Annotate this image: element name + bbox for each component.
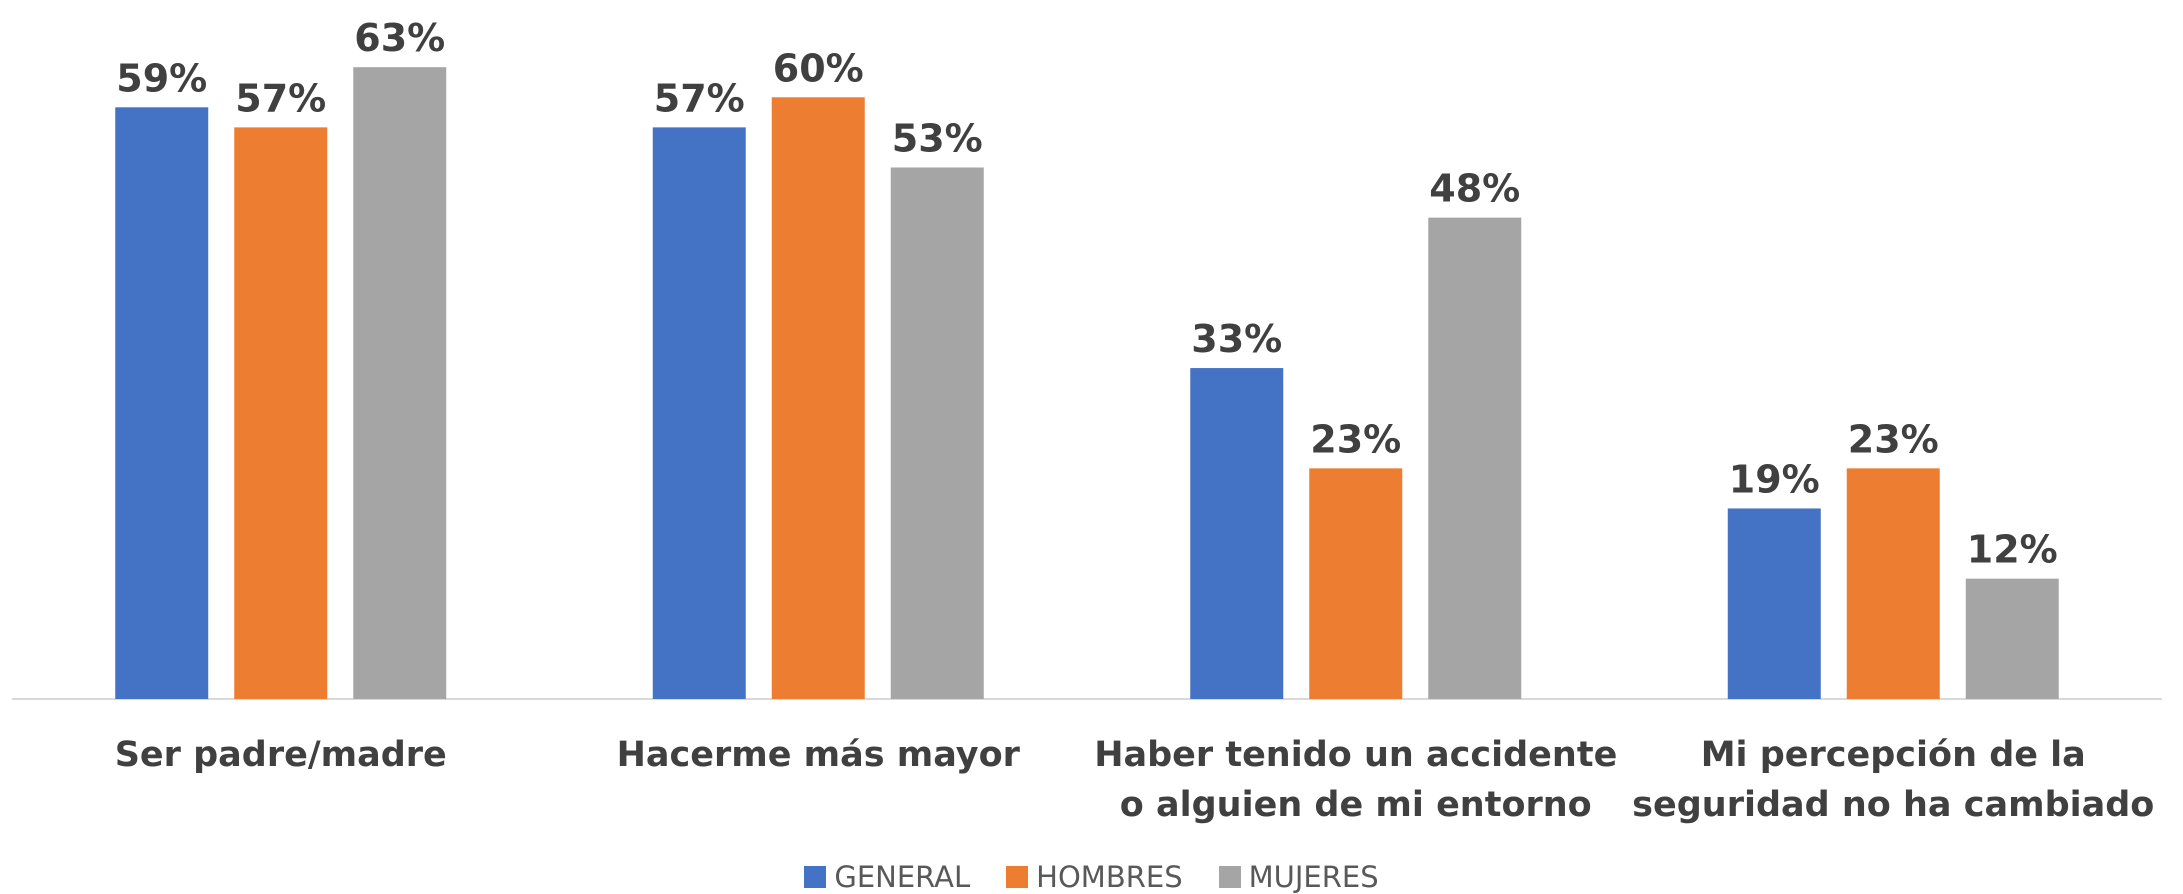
data-label: 12% xyxy=(1967,528,2058,572)
bar xyxy=(1727,508,1821,699)
bar xyxy=(890,167,984,699)
legend-item: MUJERES xyxy=(1218,860,1379,894)
data-label: 63% xyxy=(354,16,445,60)
data-label: 60% xyxy=(773,46,864,90)
data-label: 48% xyxy=(1429,167,1520,211)
legend-swatch xyxy=(1006,866,1029,888)
bar xyxy=(234,127,328,699)
data-label: 53% xyxy=(892,116,983,160)
legend-label: MUJERES xyxy=(1248,860,1379,894)
bar xyxy=(1428,217,1522,699)
data-label: 33% xyxy=(1191,317,1282,361)
bar xyxy=(771,97,865,700)
x-tick-label: Mi percepción de la seguridad no ha camb… xyxy=(1632,735,2155,825)
data-label: 59% xyxy=(116,56,207,100)
data-label: 23% xyxy=(1848,417,1939,461)
legend-item: HOMBRES xyxy=(1006,860,1183,894)
bar xyxy=(652,127,746,699)
legend-label: HOMBRES xyxy=(1036,860,1183,894)
data-label: 57% xyxy=(654,76,745,120)
bar xyxy=(1965,578,2059,699)
legend-swatch xyxy=(1218,866,1241,888)
bar xyxy=(353,67,447,699)
bar xyxy=(1309,468,1403,699)
data-label: 23% xyxy=(1310,417,1401,461)
legend: GENERAL HOMBRES MUJERES xyxy=(0,860,2183,894)
legend-label: GENERAL xyxy=(834,860,971,894)
x-tick-label: Hacerme más mayor xyxy=(616,735,1020,775)
bar xyxy=(1846,468,1940,699)
x-tick-label: Haber tenido un accidente o alguien de m… xyxy=(1094,735,1618,825)
x-tick-label: Ser padre/madre xyxy=(114,735,447,775)
legend-item: GENERAL xyxy=(804,860,970,894)
bar xyxy=(1190,368,1284,699)
bar xyxy=(115,107,209,700)
legend-swatch xyxy=(804,866,827,888)
data-label: 57% xyxy=(235,76,326,120)
data-label: 19% xyxy=(1729,457,1820,501)
